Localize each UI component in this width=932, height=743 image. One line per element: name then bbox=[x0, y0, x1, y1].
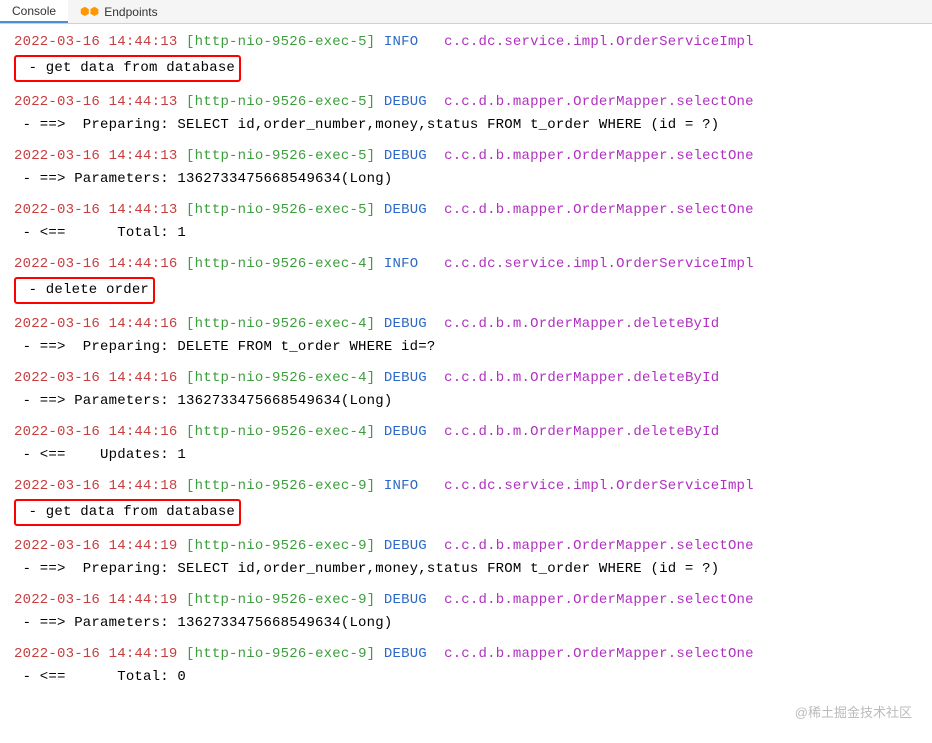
log-thread: [http-nio-9526-exec-5] bbox=[186, 148, 375, 164]
log-thread: [http-nio-9526-exec-4] bbox=[186, 256, 375, 272]
log-thread: [http-nio-9526-exec-5] bbox=[186, 202, 375, 218]
log-class: c.c.d.b.m.OrderMapper.deleteById bbox=[444, 370, 719, 386]
log-thread: [http-nio-9526-exec-4] bbox=[186, 424, 375, 440]
log-timestamp: 2022-03-16 14:44:13 bbox=[14, 202, 177, 218]
log-level: DEBUG bbox=[384, 370, 427, 386]
highlight-box: - get data from database bbox=[14, 499, 241, 526]
log-timestamp: 2022-03-16 14:44:18 bbox=[14, 478, 177, 494]
log-class: c.c.d.b.mapper.OrderMapper.selectOne bbox=[444, 538, 754, 554]
log-line: 2022-03-16 14:44:16 [http-nio-9526-exec-… bbox=[14, 368, 932, 389]
log-level: DEBUG bbox=[384, 148, 427, 164]
tab-console-label: Console bbox=[12, 4, 56, 18]
log-line: 2022-03-16 14:44:13 [http-nio-9526-exec-… bbox=[14, 92, 932, 113]
log-line: 2022-03-16 14:44:16 [http-nio-9526-exec-… bbox=[14, 422, 932, 443]
log-timestamp: 2022-03-16 14:44:13 bbox=[14, 34, 177, 50]
log-message: - ==> Preparing: SELECT id,order_number,… bbox=[14, 115, 932, 136]
log-line: 2022-03-16 14:44:13 [http-nio-9526-exec-… bbox=[14, 32, 932, 53]
tab-endpoints[interactable]: ⬢⬢ Endpoints bbox=[68, 0, 170, 23]
log-level: INFO bbox=[384, 256, 427, 272]
log-class: c.c.dc.service.impl.OrderServiceImpl bbox=[444, 256, 754, 272]
log-timestamp: 2022-03-16 14:44:16 bbox=[14, 256, 177, 272]
highlight-box: - get data from database bbox=[14, 55, 241, 82]
log-timestamp: 2022-03-16 14:44:19 bbox=[14, 538, 177, 554]
log-timestamp: 2022-03-16 14:44:13 bbox=[14, 148, 177, 164]
log-level: DEBUG bbox=[384, 646, 427, 662]
log-class: c.c.dc.service.impl.OrderServiceImpl bbox=[444, 478, 754, 494]
log-thread: [http-nio-9526-exec-9] bbox=[186, 592, 375, 608]
log-thread: [http-nio-9526-exec-9] bbox=[186, 646, 375, 662]
log-message: - delete order bbox=[14, 277, 932, 304]
log-thread: [http-nio-9526-exec-4] bbox=[186, 370, 375, 386]
log-class: c.c.d.b.m.OrderMapper.deleteById bbox=[444, 424, 719, 440]
log-timestamp: 2022-03-16 14:44:16 bbox=[14, 370, 177, 386]
log-level: INFO bbox=[384, 34, 427, 50]
watermark: @稀土掘金技术社区 bbox=[795, 702, 912, 721]
log-level: DEBUG bbox=[384, 94, 427, 110]
log-message: - get data from database bbox=[14, 499, 932, 526]
log-message: - ==> Preparing: SELECT id,order_number,… bbox=[14, 559, 932, 580]
log-class: c.c.d.b.m.OrderMapper.deleteById bbox=[444, 316, 719, 332]
log-line: 2022-03-16 14:44:13 [http-nio-9526-exec-… bbox=[14, 200, 932, 221]
log-line: 2022-03-16 14:44:19 [http-nio-9526-exec-… bbox=[14, 590, 932, 611]
log-class: c.c.d.b.mapper.OrderMapper.selectOne bbox=[444, 646, 754, 662]
log-line: 2022-03-16 14:44:19 [http-nio-9526-exec-… bbox=[14, 536, 932, 557]
log-level: DEBUG bbox=[384, 202, 427, 218]
log-message: - <== Updates: 1 bbox=[14, 445, 932, 466]
console-output: 2022-03-16 14:44:13 [http-nio-9526-exec-… bbox=[0, 24, 932, 688]
log-level: DEBUG bbox=[384, 424, 427, 440]
log-level: DEBUG bbox=[384, 538, 427, 554]
log-level: DEBUG bbox=[384, 316, 427, 332]
log-message: - ==> Preparing: DELETE FROM t_order WHE… bbox=[14, 337, 932, 358]
log-level: DEBUG bbox=[384, 592, 427, 608]
log-message: - ==> Parameters: 1362733475668549634(Lo… bbox=[14, 391, 932, 412]
tab-bar: Console ⬢⬢ Endpoints bbox=[0, 0, 932, 24]
log-line: 2022-03-16 14:44:19 [http-nio-9526-exec-… bbox=[14, 644, 932, 665]
log-line: 2022-03-16 14:44:13 [http-nio-9526-exec-… bbox=[14, 146, 932, 167]
log-line: 2022-03-16 14:44:18 [http-nio-9526-exec-… bbox=[14, 476, 932, 497]
log-timestamp: 2022-03-16 14:44:16 bbox=[14, 424, 177, 440]
log-message: - <== Total: 1 bbox=[14, 223, 932, 244]
log-message: - <== Total: 0 bbox=[14, 667, 932, 688]
log-timestamp: 2022-03-16 14:44:19 bbox=[14, 592, 177, 608]
log-thread: [http-nio-9526-exec-5] bbox=[186, 34, 375, 50]
tab-endpoints-label: Endpoints bbox=[104, 5, 157, 19]
log-level: INFO bbox=[384, 478, 427, 494]
highlight-box: - delete order bbox=[14, 277, 155, 304]
log-line: 2022-03-16 14:44:16 [http-nio-9526-exec-… bbox=[14, 254, 932, 275]
log-message: - ==> Parameters: 1362733475668549634(Lo… bbox=[14, 613, 932, 634]
log-thread: [http-nio-9526-exec-9] bbox=[186, 538, 375, 554]
log-class: c.c.d.b.mapper.OrderMapper.selectOne bbox=[444, 94, 754, 110]
log-timestamp: 2022-03-16 14:44:19 bbox=[14, 646, 177, 662]
log-thread: [http-nio-9526-exec-4] bbox=[186, 316, 375, 332]
log-thread: [http-nio-9526-exec-9] bbox=[186, 478, 375, 494]
tab-console[interactable]: Console bbox=[0, 0, 68, 23]
log-class: c.c.d.b.mapper.OrderMapper.selectOne bbox=[444, 148, 754, 164]
endpoints-icon: ⬢⬢ bbox=[80, 5, 99, 18]
log-thread: [http-nio-9526-exec-5] bbox=[186, 94, 375, 110]
log-timestamp: 2022-03-16 14:44:16 bbox=[14, 316, 177, 332]
log-message: - ==> Parameters: 1362733475668549634(Lo… bbox=[14, 169, 932, 190]
log-timestamp: 2022-03-16 14:44:13 bbox=[14, 94, 177, 110]
log-line: 2022-03-16 14:44:16 [http-nio-9526-exec-… bbox=[14, 314, 932, 335]
log-class: c.c.d.b.mapper.OrderMapper.selectOne bbox=[444, 202, 754, 218]
log-class: c.c.dc.service.impl.OrderServiceImpl bbox=[444, 34, 754, 50]
log-class: c.c.d.b.mapper.OrderMapper.selectOne bbox=[444, 592, 754, 608]
log-message: - get data from database bbox=[14, 55, 932, 82]
